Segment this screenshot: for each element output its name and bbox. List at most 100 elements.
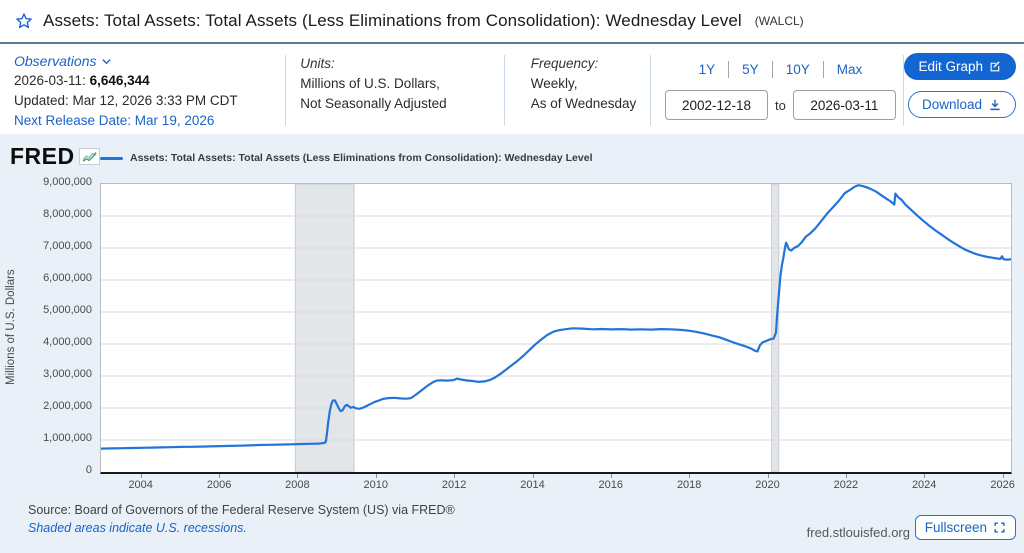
range-preset-1y[interactable]: 1Y [698, 61, 716, 77]
x-axis-tick-label: 2010 [363, 479, 389, 491]
fred-chart-icon [78, 148, 100, 165]
divider [650, 55, 652, 126]
chart-legend: Assets: Total Assets: Total Assets (Less… [100, 152, 593, 164]
x-axis-tick-mark [297, 474, 299, 478]
recession-band [294, 184, 355, 472]
x-axis-tick-label: 2016 [598, 479, 624, 491]
y-axis-tick-label: 8,000,000 [43, 208, 92, 220]
x-axis-tick-mark [1002, 474, 1004, 478]
y-axis-tick-label: 7,000,000 [43, 240, 92, 252]
data-line [101, 184, 1011, 450]
page-title: Assets: Total Assets: Total Assets (Less… [43, 11, 742, 30]
chevron-down-icon [101, 56, 112, 67]
x-axis-tick-label: 2020 [755, 479, 780, 491]
fullscreen-icon [993, 521, 1006, 534]
x-axis-tick-label: 2018 [676, 479, 702, 491]
plot-area[interactable] [100, 183, 1012, 474]
frequency-label: Frequency: [530, 56, 599, 71]
divider [771, 60, 773, 78]
chart-canvas[interactable] [101, 184, 1011, 472]
date-range-section: 1Y 5Y 10Y Max to [651, 53, 903, 128]
actions-section: Edit Graph Download [904, 53, 1024, 128]
frequency-line2: As of Wednesday [530, 96, 637, 111]
x-axis-tick-mark [219, 474, 221, 478]
info-bar: Observations 2026-03-11: 6,646,344 Updat… [0, 44, 1024, 134]
fullscreen-label: Fullscreen [924, 520, 987, 535]
y-axis-tick-label: 3,000,000 [43, 368, 92, 380]
source-line: Source: Board of Governors of the Federa… [28, 503, 455, 517]
x-axis-tick-label: 2006 [206, 479, 232, 491]
x-axis-tick-label: 2026 [990, 479, 1015, 491]
x-axis-tick-mark [454, 474, 456, 478]
source-block: Source: Board of Governors of the Federa… [28, 501, 455, 538]
end-date-input[interactable] [792, 90, 896, 120]
observations-label: Observations [14, 53, 97, 69]
favorite-star-icon[interactable] [14, 11, 34, 31]
start-date-input[interactable] [665, 90, 769, 120]
edit-icon [989, 60, 1002, 73]
x-axis-tick-label: 2012 [441, 479, 467, 491]
date-range-inputs: to [665, 90, 896, 120]
x-axis-tick-mark [689, 474, 691, 478]
x-axis-tick-mark [140, 474, 142, 478]
range-preset-10y[interactable]: 10Y [785, 61, 810, 77]
download-label: Download [921, 97, 982, 112]
x-axis-tick-mark [767, 474, 769, 478]
divider [728, 60, 730, 78]
edit-graph-button[interactable]: Edit Graph [904, 53, 1016, 80]
legend-label: Assets: Total Assets: Total Assets (Less… [130, 152, 593, 164]
units-line2: Not Seasonally Adjusted [300, 96, 447, 111]
latest-observation-value: 6,646,344 [89, 73, 150, 88]
y-axis-tick-label: 4,000,000 [43, 336, 92, 348]
fred-watermark: fred.stlouisfed.org [806, 525, 910, 540]
divider [903, 55, 905, 126]
x-axis-tick-label: 2014 [520, 479, 545, 491]
download-button[interactable]: Download [907, 91, 1016, 118]
fred-wordmark: FRED [10, 143, 75, 169]
x-axis-tick-mark [532, 474, 534, 478]
to-label: to [775, 97, 786, 113]
x-axis-tick-label: 2024 [911, 479, 937, 491]
edit-graph-label: Edit Graph [918, 59, 983, 74]
divider [285, 55, 287, 126]
divider [822, 60, 824, 78]
x-axis-tick-label: 2008 [285, 479, 310, 491]
series-id: (WALCL) [754, 14, 804, 28]
divider [503, 55, 505, 126]
y-axis-tick-label: 6,000,000 [43, 272, 92, 284]
x-axis-tick-label: 2004 [128, 479, 153, 491]
units-line1: Millions of U.S. Dollars, [300, 76, 440, 91]
legend-line-swatch [100, 156, 123, 160]
fullscreen-button[interactable]: Fullscreen [914, 515, 1016, 540]
download-icon [988, 98, 1002, 112]
title-divider [0, 42, 1024, 44]
graph-container: FRED Assets: Total Assets: Total Assets … [0, 134, 1024, 553]
x-axis-tick-mark [610, 474, 612, 478]
fred-logo: FRED [10, 143, 100, 170]
y-axis-tick-label: 0 [85, 464, 92, 476]
page-header: Assets: Total Assets: Total Assets (Less… [0, 0, 1024, 42]
y-axis-title: Millions of U.S. Dollars [5, 269, 17, 385]
range-preset-5y[interactable]: 5Y [742, 61, 759, 77]
y-axis-tick-label: 5,000,000 [43, 304, 92, 316]
y-axis-tick-label: 9,000,000 [43, 176, 92, 188]
y-axis-tick-label: 1,000,000 [43, 432, 92, 444]
recession-note-link[interactable]: Shaded areas indicate U.S. recessions. [28, 521, 247, 535]
range-presets: 1Y 5Y 10Y Max [698, 59, 863, 79]
next-release-link[interactable]: Next Release Date: Mar 19, 2026 [14, 113, 215, 128]
y-axis-tick-label: 2,000,000 [43, 400, 92, 412]
x-axis-tick-label: 2022 [833, 479, 859, 491]
observations-dropdown[interactable]: Observations [14, 53, 112, 69]
frequency-section: Frequency: Weekly, As of Wednesday [505, 53, 651, 128]
x-axis-tick-mark [375, 474, 377, 478]
x-axis-tick-mark [845, 474, 847, 478]
updated-timestamp: Updated: Mar 12, 2026 3:33 PM CDT [14, 93, 238, 108]
units-section: Units: Millions of U.S. Dollars, Not Sea… [286, 53, 503, 128]
range-preset-max[interactable]: Max [836, 61, 863, 77]
frequency-line1: Weekly, [530, 76, 578, 91]
observations-section: Observations 2026-03-11: 6,646,344 Updat… [14, 53, 285, 128]
x-axis-tick-mark [924, 474, 926, 478]
latest-observation: 2026-03-11: 6,646,344 [14, 71, 275, 91]
units-label: Units: [300, 56, 335, 71]
latest-observation-date: 2026-03-11: [14, 73, 86, 88]
